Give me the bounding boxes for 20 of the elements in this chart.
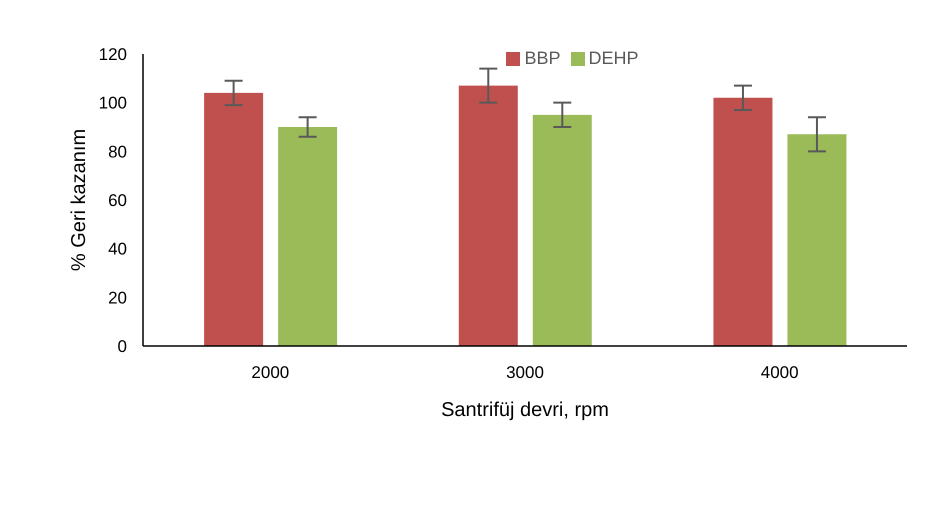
bar [787, 134, 846, 346]
y-tick-label: 0 [118, 337, 127, 356]
x-tick-label: 4000 [760, 363, 799, 382]
x-tick-label: 2000 [251, 363, 290, 382]
legend-label: BBP [524, 48, 560, 68]
x-tick-label: 3000 [506, 363, 544, 382]
y-tick-label: 100 [98, 94, 127, 113]
bar [713, 98, 772, 346]
x-axis-title: Santrifüj devri, rpm [441, 399, 609, 421]
bar [204, 92, 264, 346]
legend-label: DEHP [588, 48, 639, 68]
bar [532, 114, 592, 346]
y-tick-label: 40 [108, 240, 127, 259]
y-axis-title: % Geri kazanım [68, 128, 90, 272]
bar [458, 86, 518, 346]
bar [278, 127, 338, 346]
y-tick-label: 120 [98, 45, 127, 64]
y-tick-label: 20 [108, 288, 127, 308]
y-tick-label: 80 [108, 142, 127, 162]
y-tick-label: 60 [108, 191, 127, 210]
